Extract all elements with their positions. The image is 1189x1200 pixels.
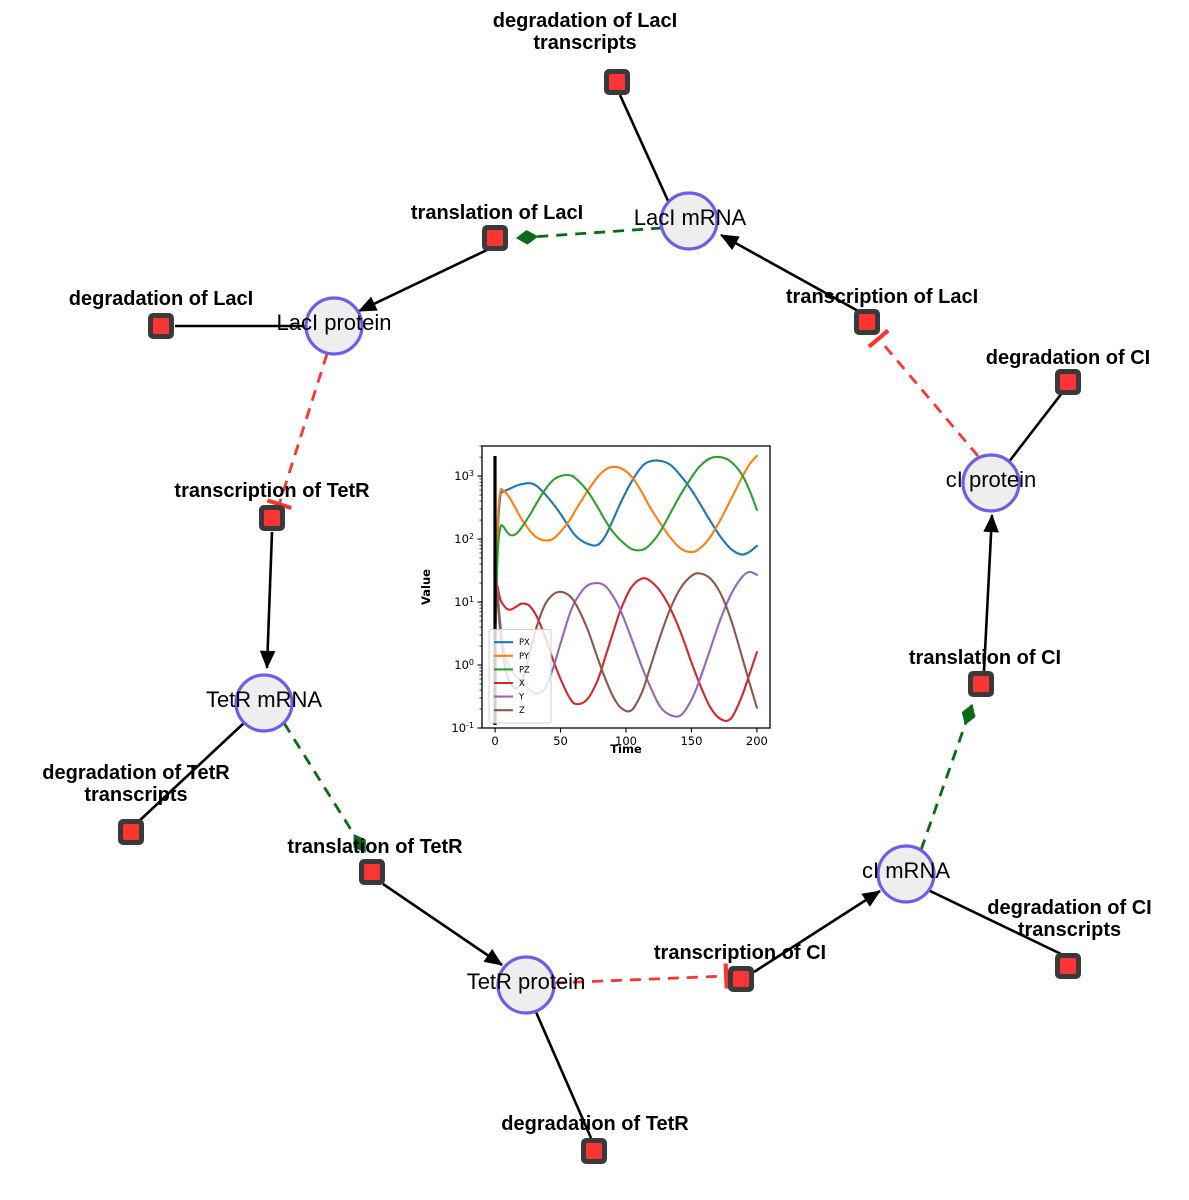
reaction-label-degradation-tetr-transcripts: degradation of TetR transcripts	[42, 762, 230, 807]
chart-legend-label-y: Y	[518, 692, 525, 702]
species-node-laci-mrna[interactable]	[659, 191, 719, 251]
reaction-node-degradation-ci[interactable]	[1055, 369, 1081, 395]
species-node-tetr-mrna[interactable]	[234, 673, 294, 733]
reaction-label-degradation-laci-transcripts: degradation of LacI transcripts	[492, 10, 678, 55]
species-node-tetr-protein[interactable]	[496, 955, 556, 1015]
chart-y-tick-label: 10-1	[451, 721, 474, 736]
reaction-node-degradation-laci-transcripts[interactable]	[604, 69, 630, 95]
reaction-node-translation-tetr[interactable]	[359, 859, 385, 885]
reaction-node-transcription-laci[interactable]	[854, 309, 880, 335]
species-label-laci-protein: LacI protein	[276, 310, 392, 335]
species-node-ci-protein[interactable]	[961, 453, 1021, 513]
chart-legend-label-pz: PZ	[519, 664, 530, 674]
chart-y-tick-label: 101	[454, 595, 474, 610]
reaction-node-degradation-tetr-transcripts[interactable]	[118, 819, 144, 845]
chart-x-tick-label: 0	[491, 734, 498, 748]
reaction-node-degradation-tetr[interactable]	[581, 1138, 607, 1164]
edge-transcription-tetr-to-tetr-mrna	[259, 531, 276, 670]
reaction-node-translation-ci[interactable]	[968, 671, 994, 697]
chart-y-tick-label: 102	[454, 532, 474, 547]
edge-transcription-laci-to-laci-mrna	[720, 233, 861, 314]
reaction-label-degradation-ci: degradation of CI	[985, 347, 1151, 369]
reaction-label-degradation-ci-transcripts: degradation of CI transcripts	[987, 897, 1152, 942]
reaction-label-degradation-laci: degradation of LacI	[68, 288, 254, 310]
chart-x-tick-label: 100	[615, 734, 637, 748]
edge-tetr-mrna-to-degradation-transcripts	[137, 721, 246, 823]
reaction-node-translation-laci[interactable]	[482, 225, 508, 251]
reaction-node-degradation-laci[interactable]	[148, 313, 174, 339]
edge-laci-mrna-to-degradation	[618, 94, 671, 204]
chart-x-tick-label: 50	[553, 734, 568, 748]
chart-legend-label-x: X	[519, 678, 525, 688]
chart-series-px	[494, 459, 758, 641]
reaction-label-translation-ci: translation of CI	[908, 647, 1062, 669]
edge-translation-laci-to-laci-protein	[358, 247, 490, 313]
reaction-node-transcription-ci[interactable]	[728, 966, 754, 992]
edge-translation-ci-to-ci-protein	[982, 513, 999, 672]
reaction-label-translation-laci: translation of LacI	[410, 202, 584, 224]
reaction-label-degradation-tetr: degradation of TetR	[501, 1113, 689, 1135]
species-label-laci-mrna: LacI mRNA	[633, 205, 747, 230]
species-label-ci-protein: cI protein	[945, 467, 1037, 492]
species-node-ci-mrna[interactable]	[876, 844, 936, 904]
chart-y-tick-label: 100	[454, 658, 474, 673]
chart-legend: PX PY PZ XYZ	[488, 628, 552, 724]
edge-laci-mrna-catalyzes-translation	[515, 226, 663, 245]
chart-x-tick-label: 150	[680, 734, 702, 748]
reaction-label-translation-tetr: translation of TetR	[287, 836, 463, 858]
edge-ci-mrna-catalyzes-translation	[919, 703, 976, 851]
reaction-label-transcription-laci: transcription of LacI	[785, 286, 979, 308]
chart-legend-label-py: PY	[519, 651, 530, 661]
chart-series-py	[494, 454, 758, 641]
edge-tetr-mrna-catalyzes-translation	[282, 722, 367, 853]
chart-series-pz	[494, 455, 758, 648]
timecourse-chart: 0 50 100 150 200 10-1 100 101 102 103 Time Value…	[419, 445, 771, 756]
reaction-label-transcription-ci: transcription of CI	[653, 942, 827, 964]
edge-transcription-ci-to-ci-mrna	[753, 889, 881, 974]
edge-ci-protein-inhibits-transcription-laci	[867, 328, 980, 457]
reaction-label-transcription-tetr: transcription of TetR	[174, 480, 370, 502]
chart-y-ticks: 10-1 100 101 102 103	[451, 445, 482, 736]
chart-x-ticks: 0 50 100 150 200	[491, 728, 768, 748]
edge-ci-mrna-to-degradation-transcripts	[927, 888, 1062, 956]
species-label-tetr-mrna: TetR mRNA	[205, 687, 323, 712]
edge-tetr-protein-to-degradation	[534, 1011, 593, 1139]
edge-tetr-protein-inhibits-transcription-ci	[553, 963, 729, 989]
timecourse-chart-inset: 0 50 100 150 200 10-1 100 101 102 103 Time Value…	[412, 437, 774, 757]
edge-translation-tetr-to-tetr-protein	[382, 882, 503, 967]
reaction-node-degradation-ci-transcripts[interactable]	[1055, 953, 1081, 979]
chart-xlabel: Time	[610, 742, 642, 756]
edge-ci-protein-to-degradation	[1006, 392, 1064, 464]
chart-legend-label-px: PX	[519, 637, 530, 647]
species-label-tetr-protein: TetR protein	[466, 969, 586, 994]
chart-series-x	[494, 575, 758, 722]
chart-legend-label-z: Z	[519, 705, 525, 715]
edge-laci-protein-inhibits-transcription-tetr	[266, 353, 329, 511]
reaction-node-transcription-tetr[interactable]	[259, 505, 285, 531]
chart-x-tick-label: 200	[746, 734, 768, 748]
species-node-laci-protein[interactable]	[304, 296, 364, 356]
chart-ylabel: Value	[419, 569, 433, 605]
chart-y-tick-label: 103	[454, 469, 474, 484]
species-label-ci-mrna: cI mRNA	[862, 858, 950, 883]
chart-legend-box	[488, 628, 552, 724]
